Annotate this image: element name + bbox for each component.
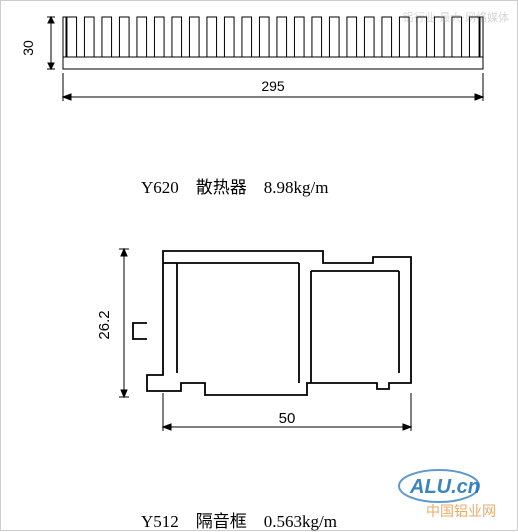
heatsink-partno: Y620: [141, 178, 179, 197]
frame-partno: Y512: [141, 512, 179, 531]
frame-width-dim: 50: [279, 410, 296, 427]
frame-weight: 0.563kg/m: [264, 512, 337, 531]
brand-logo: ALU.cn 中国铝业网: [391, 464, 511, 524]
heatsink-caption: Y620 散热器 8.98kg/m: [141, 173, 328, 198]
watermark-mid: 中国铝业网: [426, 504, 496, 520]
frame-name: 隔音框: [196, 512, 247, 531]
heatsink-width-dim: 295: [261, 78, 285, 94]
heatsink-weight: 8.98kg/m: [264, 178, 329, 197]
frame-caption: Y512 隔音框 0.563kg/m: [141, 507, 337, 532]
frame-drawing: 26.2 50: [39, 213, 479, 493]
frame-height-dim: 26.2: [96, 310, 113, 339]
heatsink-height-dim: 30: [20, 40, 36, 56]
watermark-top: 铝行业·最大·网络媒体: [403, 9, 509, 25]
heatsink-drawing: 30 295: [5, 3, 505, 158]
heatsink-name: 散热器: [196, 178, 247, 197]
logo-text: ALU.cn: [409, 476, 480, 498]
